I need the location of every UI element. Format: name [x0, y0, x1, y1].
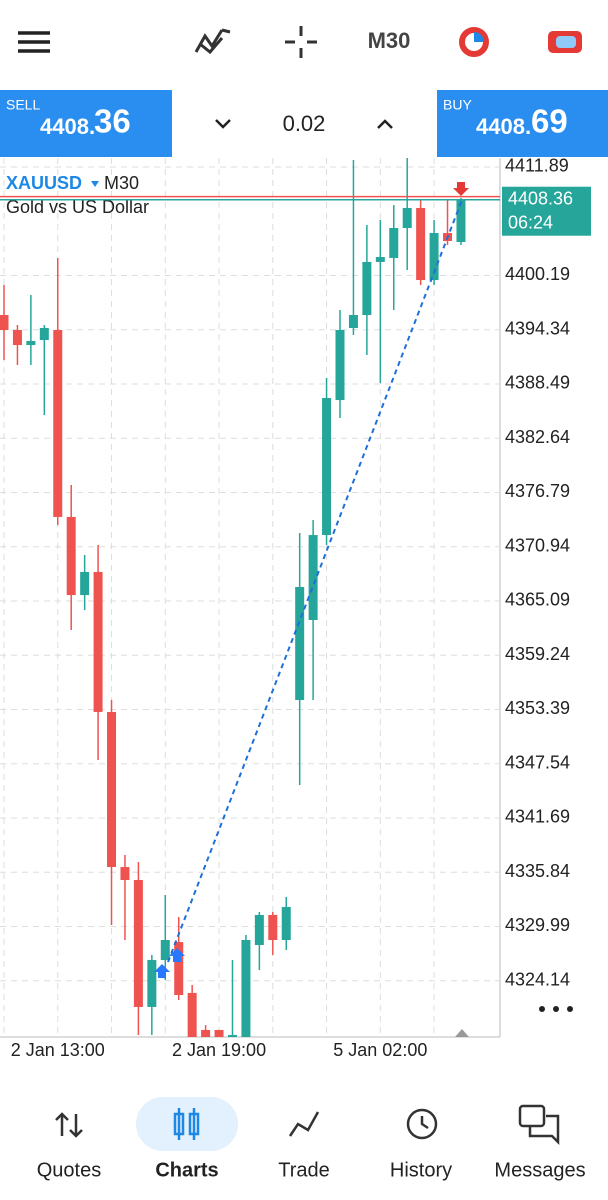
y-tick-label: 4370.94: [505, 535, 570, 555]
nav-tab[interactable]: Quotes: [37, 1159, 101, 1181]
candle-body: [281, 906, 291, 941]
candle-body: [214, 1029, 224, 1037]
trade-button[interactable]: [548, 31, 582, 53]
candle-body: [107, 711, 117, 868]
y-tick-label: 4411.89: [505, 156, 569, 176]
bid-price-box: [502, 186, 591, 236]
y-tick-label: 4400.19: [505, 264, 570, 284]
bar-timer: 06:24: [508, 212, 553, 232]
candle-body: [241, 940, 251, 1037]
candle-body: [80, 571, 90, 596]
candle-body: [93, 571, 103, 712]
candle-body: [39, 327, 49, 341]
candle-body: [254, 914, 264, 946]
candle-body: [120, 867, 130, 881]
y-tick-label: 4388.49: [505, 373, 570, 393]
bid-price-label: 4408.36: [508, 188, 573, 208]
candle-body: [348, 314, 358, 328]
candle-body: [416, 207, 426, 281]
volume-down[interactable]: [215, 119, 231, 129]
timeframe-button[interactable]: M30: [368, 28, 411, 53]
candle-body: [335, 330, 345, 401]
sell-button[interactable]: [0, 90, 172, 157]
trade-line: [167, 199, 463, 963]
y-tick-label: 4376.79: [505, 481, 570, 501]
indicators-button[interactable]: [194, 28, 231, 55]
more-button[interactable]: [539, 1006, 573, 1012]
candle-body: [375, 257, 385, 262]
candle-body: [295, 586, 305, 701]
symbol: XAUUSD: [6, 173, 82, 193]
candle-body: [12, 330, 22, 346]
candle-body: [187, 992, 197, 1037]
one-click-button[interactable]: [459, 27, 489, 57]
candle-body: [268, 914, 278, 941]
sell-price-pips: 36: [94, 103, 131, 140]
volume-up[interactable]: [377, 119, 393, 129]
sell-price-main: 4408.: [40, 114, 95, 139]
x-tick-label: 2 Jan 19:00: [172, 1040, 266, 1060]
x-tick-label: 5 Jan 02:00: [333, 1040, 427, 1060]
candle-body: [362, 261, 372, 315]
buy-button[interactable]: [437, 90, 608, 157]
candle-body: [429, 233, 439, 281]
candle-body: [402, 207, 412, 229]
nav-tab[interactable]: Trade: [278, 1159, 330, 1181]
y-tick-label: 4365.09: [505, 590, 570, 610]
candle-body: [160, 940, 170, 961]
candle-body: [147, 960, 157, 1007]
buy-marker: [169, 948, 185, 962]
candle-body: [308, 535, 318, 620]
nav-icons: [55, 1104, 560, 1146]
buy-marker: [154, 964, 170, 978]
buy-price-main: 4408.: [476, 114, 531, 139]
y-tick-label: 4353.39: [505, 698, 570, 718]
candle-body: [322, 397, 332, 536]
y-tick-label: 4359.24: [505, 644, 570, 664]
candle-body: [66, 516, 76, 596]
sell-marker: [453, 182, 469, 196]
candle-body: [0, 314, 9, 331]
y-tick-label: 4324.14: [505, 969, 570, 989]
buy-price-pips: 69: [531, 103, 568, 140]
symbol-dropdown[interactable]: [91, 181, 99, 187]
nav-tab[interactable]: Charts: [155, 1159, 218, 1181]
sell-label: SELL: [6, 97, 40, 113]
candle-body: [456, 199, 466, 243]
y-tick-label: 4347.54: [505, 752, 570, 772]
candle-body: [26, 340, 36, 346]
y-tick-label: 4382.64: [505, 427, 570, 447]
y-tick-label: 4329.99: [505, 915, 570, 935]
candle-body: [174, 942, 184, 995]
candle-body: [133, 880, 143, 1007]
chart-timeframe: M30: [104, 173, 139, 193]
crosshair-button[interactable]: [285, 26, 317, 58]
nav-tab[interactable]: Messages: [494, 1159, 585, 1181]
symbol-description: Gold vs US Dollar: [6, 197, 149, 217]
menu-button[interactable]: [18, 31, 50, 53]
y-tick-label: 4335.84: [505, 861, 570, 881]
buy-label: BUY: [443, 97, 472, 113]
candle-body: [389, 228, 399, 258]
candle-body: [227, 1034, 237, 1037]
y-tick-label: 4341.69: [505, 807, 570, 827]
candle-body: [53, 330, 63, 517]
volume[interactable]: 0.02: [283, 111, 326, 136]
nav-tab[interactable]: History: [390, 1159, 452, 1181]
active-tab-bg: [136, 1097, 238, 1151]
candle-body: [201, 1029, 211, 1037]
y-tick-label: 4394.34: [505, 318, 570, 338]
scroll-marker[interactable]: [455, 1029, 469, 1037]
x-tick-label: 2 Jan 13:00: [11, 1040, 105, 1060]
